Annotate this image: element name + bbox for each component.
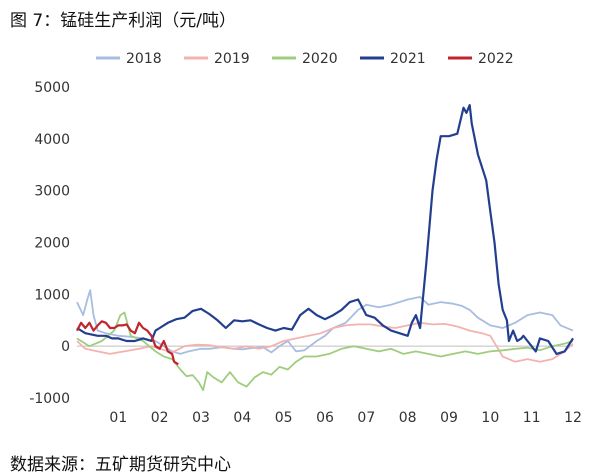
x-tick-label: 08	[399, 410, 417, 426]
series-line-2021	[76, 104, 574, 355]
series-line-2020	[76, 311, 574, 392]
x-tick-label: 06	[316, 410, 334, 426]
x-tick-label: 12	[564, 410, 582, 426]
legend-label-2022: 2022	[478, 51, 514, 67]
x-tick-label: 10	[481, 410, 499, 426]
data-source: 数据来源：五矿期货研究中心	[10, 455, 231, 475]
y-tick-label: 4000	[34, 132, 70, 148]
legend: 2018 2019 2020 2021 2022	[96, 51, 514, 67]
legend-label-2018: 2018	[126, 51, 162, 67]
legend-label-2020: 2020	[302, 51, 338, 67]
series-line-2018	[76, 289, 574, 355]
x-tick-label: 02	[151, 410, 169, 426]
chart-title: 图 7：锰硅生产利润（元/吨）	[10, 11, 236, 31]
y-tick-label: -1000	[29, 391, 70, 407]
x-tick-label: 11	[523, 410, 541, 426]
x-tick-label: 01	[109, 410, 127, 426]
y-tick-label: 0	[61, 339, 70, 355]
x-tick-label: 07	[357, 410, 375, 426]
series-group	[76, 104, 574, 392]
legend-label-2019: 2019	[214, 51, 250, 67]
y-tick-label: 1000	[34, 287, 70, 303]
x-axis: 01 02 03 04 05 06 07 08 09 10 11 12	[109, 410, 581, 426]
y-tick-label: 3000	[34, 184, 70, 200]
legend-label-2021: 2021	[390, 51, 426, 67]
chart: 2018 2019 2020 2021 2022 5000400030002000100…	[29, 51, 582, 426]
x-tick-label: 09	[440, 410, 458, 426]
x-tick-label: 04	[233, 410, 251, 426]
y-tick-label: 2000	[34, 236, 70, 252]
y-axis: 5000 4000 3000 2000 1000 0 -1000	[29, 80, 70, 407]
x-tick-label: 03	[192, 410, 210, 426]
series-line-2019	[76, 321, 574, 363]
series-line-2022	[76, 320, 179, 366]
y-tick-label: 5000	[34, 80, 70, 96]
x-tick-label: 05	[275, 410, 293, 426]
